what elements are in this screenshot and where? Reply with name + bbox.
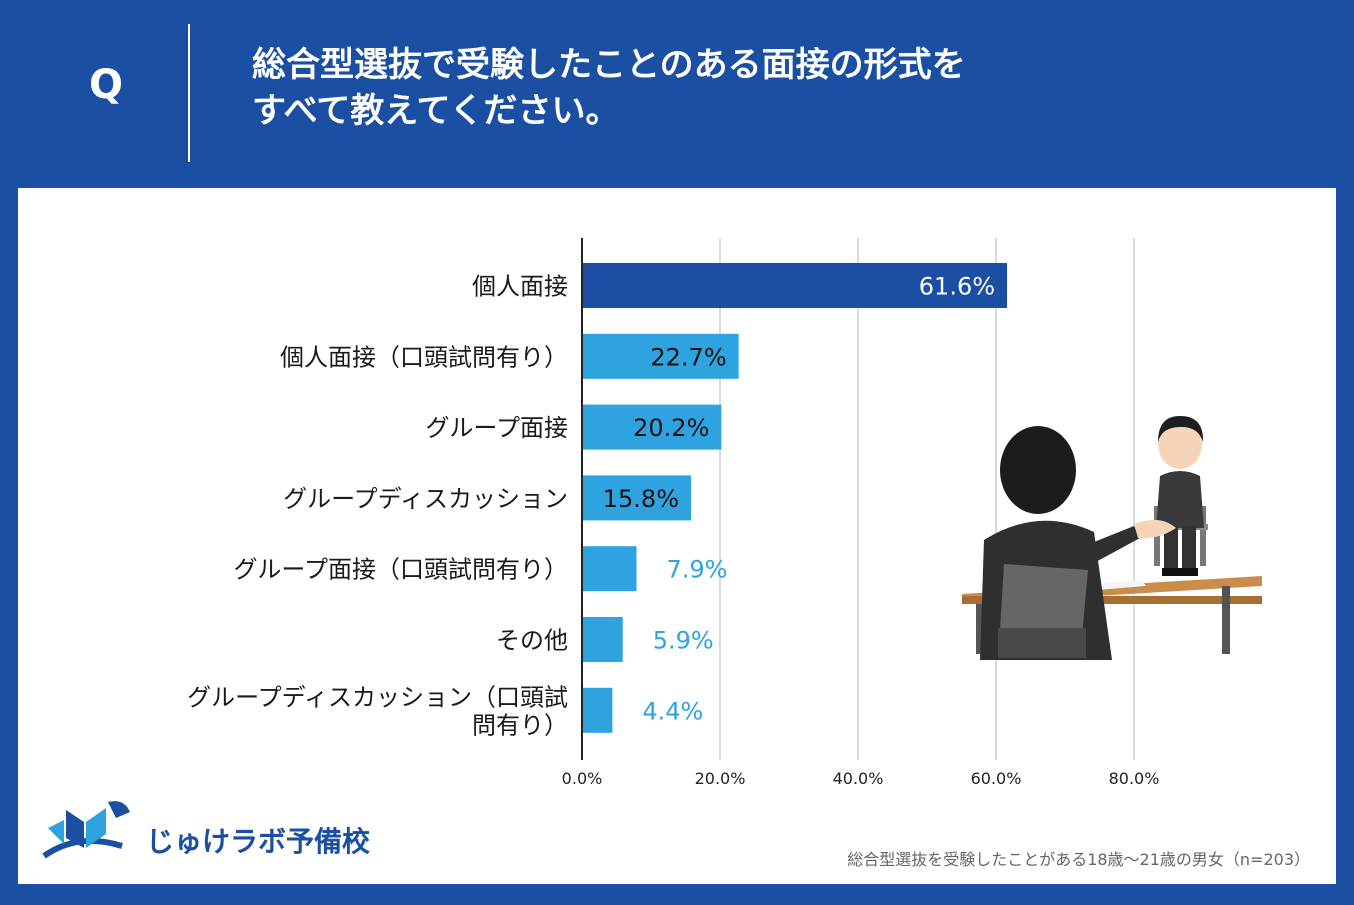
x-tick-label: 40.0% xyxy=(833,769,884,788)
category-label: グループ面接（口頭試問有り） xyxy=(233,556,568,584)
footnote: 総合型選抜を受験したことがある18歳～21歳の男女（n=203） xyxy=(847,850,1310,869)
x-tick-label: 60.0% xyxy=(971,769,1022,788)
data-label: 7.9% xyxy=(667,556,728,584)
category-label: グループディスカッション xyxy=(283,485,568,513)
bar[interactable] xyxy=(582,263,1008,308)
category-label: グループ面接 xyxy=(425,414,568,442)
page-title: 総合型選抜で受験したことのある面接の形式を すべて教えてください。 xyxy=(252,42,1312,134)
interview-illustration-icon xyxy=(962,416,1262,660)
header: Q 総合型選抜で受験したことのある面接の形式を すべて教えてください。 xyxy=(0,0,1354,188)
header-divider xyxy=(188,24,190,162)
category-label: 個人面接 xyxy=(472,273,568,301)
category-label: グループディスカッション（口頭試 xyxy=(187,683,568,711)
bar[interactable] xyxy=(582,475,692,521)
bar[interactable] xyxy=(582,687,613,733)
data-label: 5.9% xyxy=(653,627,714,655)
bar[interactable] xyxy=(582,617,623,662)
bar-chart: 0.0% 20.0% 40.0% 60.0% 80.0% 61.6% 個人面接 22.7% 個人… xyxy=(187,238,1160,788)
data-label: 22.7% xyxy=(650,343,726,371)
category-label: 個人面接（口頭試問有り） xyxy=(280,343,568,371)
data-label: 20.2% xyxy=(633,414,709,442)
title-line-1: 総合型選抜で受験したことのある面接の形式を xyxy=(252,45,966,85)
x-tick-label: 0.0% xyxy=(562,769,603,788)
category-label: その他 xyxy=(496,627,568,655)
x-tick-label: 80.0% xyxy=(1109,769,1160,788)
x-tick-label: 20.0% xyxy=(695,769,746,788)
bar[interactable] xyxy=(582,333,739,379)
bar[interactable] xyxy=(582,404,722,450)
chart-panel: 0.0% 20.0% 40.0% 60.0% 80.0% 61.6% 個人面接 22.7% 個人… xyxy=(18,188,1336,884)
data-label: 15.8% xyxy=(603,485,679,513)
data-label: 61.6% xyxy=(919,273,995,301)
brand-logo[interactable]: じゅけラボ予備校 xyxy=(38,798,378,868)
bar[interactable] xyxy=(582,546,637,592)
data-label: 4.4% xyxy=(642,697,703,725)
book-icon xyxy=(42,801,130,859)
question-mark: Q xyxy=(88,62,123,108)
category-label: 問有り） xyxy=(472,711,568,739)
brand-name: じゅけラボ予備校 xyxy=(146,825,371,858)
title-line-2: すべて教えてください。 xyxy=(252,91,620,131)
